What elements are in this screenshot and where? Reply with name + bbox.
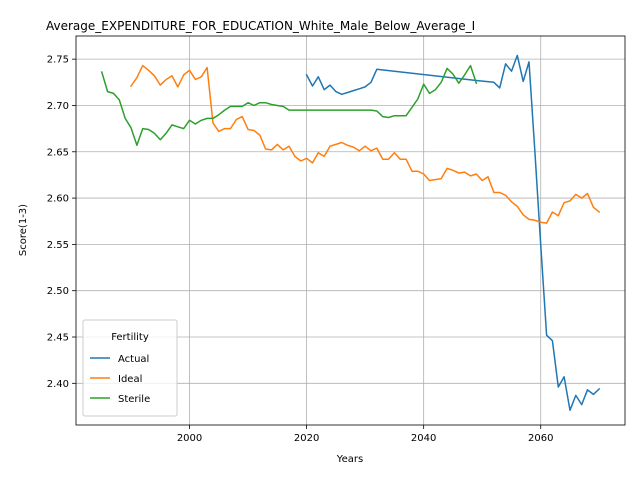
y-axis-label: Score(1-3) — [18, 204, 29, 256]
x-tick-label: 2040 — [411, 433, 436, 444]
legend-box — [82, 319, 178, 417]
legend-entries: Actual Ideal Sterile — [90, 354, 150, 405]
legend-label-actual: Actual — [118, 354, 149, 365]
y-axis-ticks: 2.40 2.45 2.50 2.55 2.60 2.65 2.70 2.75 — [47, 55, 76, 390]
x-tick-label: 2020 — [294, 433, 319, 444]
y-tick-label: 2.75 — [47, 55, 69, 66]
grid — [76, 36, 625, 425]
y-tick-label: 2.65 — [47, 147, 69, 158]
plot-area-frame — [75, 35, 626, 426]
y-tick-label: 2.50 — [47, 286, 69, 297]
y-tick-label: 2.45 — [47, 333, 69, 344]
legend-label-ideal: Ideal — [118, 374, 142, 385]
legend-title: Fertility — [111, 332, 149, 343]
series-line-ideal — [129, 64, 601, 224]
chart-title: Average_EXPENDITURE_FOR_EDUCATION_White_… — [46, 19, 475, 33]
x-tick-label: 2000 — [177, 433, 202, 444]
series-lines — [100, 54, 601, 411]
y-tick-label: 2.60 — [47, 194, 69, 205]
x-axis-label: Years — [336, 454, 363, 465]
x-tick-label: 2060 — [528, 433, 553, 444]
y-tick-label: 2.70 — [47, 101, 69, 112]
x-axis-ticks: 2000 2020 2040 2060 — [177, 425, 553, 444]
y-tick-label: 2.40 — [47, 379, 69, 390]
legend-label-sterile: Sterile — [118, 394, 150, 405]
y-tick-label: 2.55 — [47, 240, 69, 251]
series-line-sterile — [100, 64, 478, 147]
legend: Fertility Actual Ideal Sterile — [82, 319, 178, 417]
series-line-actual — [305, 54, 601, 411]
